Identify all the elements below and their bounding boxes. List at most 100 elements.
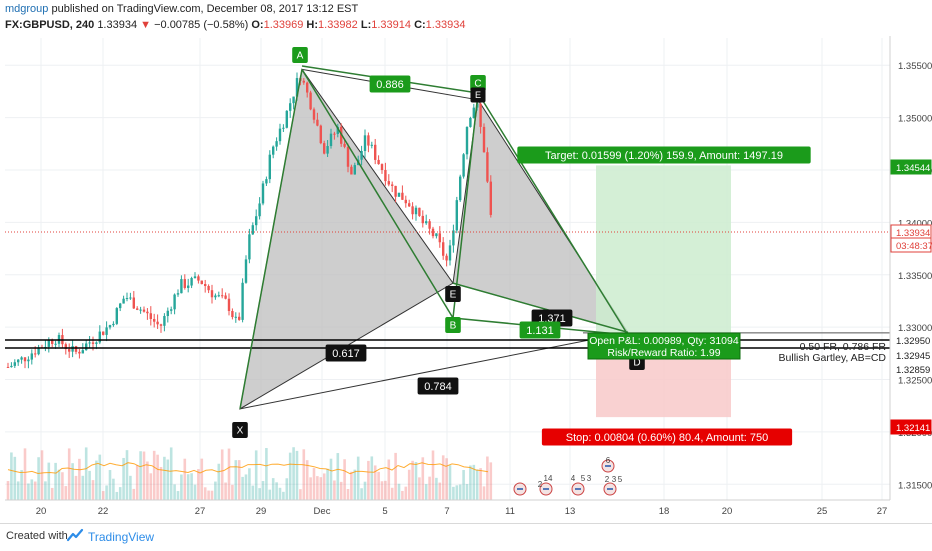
position-zones[interactable] [596, 165, 731, 418]
ratio-badge-1-131[interactable]: 1.131 [519, 321, 561, 339]
volume-bar [268, 489, 272, 500]
volume-bar [360, 488, 363, 500]
price-tag[interactable]: 1.32859 [890, 361, 932, 377]
price-tag[interactable]: 03:48:37 [890, 237, 932, 253]
candle [187, 278, 190, 293]
price-chart[interactable]: 0.8860.6170.7841.3711.131XABCDEETarget: … [0, 0, 932, 523]
target-zone[interactable] [596, 165, 731, 333]
target-label[interactable]: Target: 0.01599 (1.20%) 159.9, Amount: 1… [517, 146, 811, 164]
candle-body [34, 353, 37, 355]
price-tag[interactable]: 1.32950 [890, 332, 932, 348]
volume-bar [394, 452, 397, 500]
candle [20, 356, 23, 364]
candle [319, 124, 322, 145]
point-label-e[interactable]: E [445, 286, 461, 302]
time-tick-label: 7 [444, 506, 449, 517]
candle [112, 321, 115, 327]
candle [367, 132, 370, 153]
event-icon[interactable] [601, 459, 615, 473]
volume-bar [319, 477, 323, 500]
candle [414, 205, 418, 221]
time-tick-label: 20 [36, 506, 47, 517]
volume-bar [241, 476, 244, 500]
candle [455, 196, 458, 234]
pattern-name-label: Bullish Gartley, AB=CD [779, 352, 887, 364]
gartley-line-cd[interactable] [477, 92, 629, 336]
candle-body [129, 297, 132, 299]
candle-body [183, 279, 186, 288]
volume-bar [282, 491, 285, 500]
stop-label[interactable]: Stop: 0.00804 (0.60%) 80.4, Amount: 750 [541, 428, 793, 446]
point-label-e-bg [445, 286, 461, 302]
volume-bar [180, 474, 183, 500]
tradingview-brand[interactable]: TradingView [88, 530, 155, 544]
price-tag[interactable]: 1.32141 [890, 419, 932, 435]
author-link[interactable]: mdgroup [5, 3, 49, 15]
candle-body [295, 78, 299, 97]
volume-bar [71, 463, 74, 500]
candle [224, 292, 227, 300]
price-tag-text: 1.32950 [896, 336, 930, 347]
candle [166, 307, 169, 323]
candle [272, 145, 275, 159]
candle-body [108, 325, 112, 328]
volume-bar [118, 487, 122, 500]
ratio-badge-0-784[interactable]: 0.784 [417, 377, 459, 395]
event-icon[interactable] [603, 482, 617, 496]
candle-body [153, 318, 156, 322]
candle-body [455, 200, 458, 231]
pnl-text: Open P&L: 0.00989, Qty: 31094 [589, 335, 739, 347]
drawing-overlays[interactable]: 0.8860.6170.7841.3711.131XABCDEETarget: … [5, 47, 890, 446]
pnl-box[interactable]: Open P&L: 0.00989, Qty: 31094Risk/Reward… [587, 332, 741, 360]
candle [479, 102, 482, 134]
price-tag[interactable]: 1.33934 [890, 224, 932, 240]
last-price: 1.33934 [97, 19, 138, 31]
price-tag[interactable]: 1.34544 [890, 159, 932, 175]
candle-body [258, 203, 261, 217]
symbol-label[interactable]: FX:GBPUSD, 240 [5, 19, 95, 31]
gartley-line-bc[interactable] [452, 92, 479, 319]
candle-body [95, 342, 98, 344]
volume-bar [261, 481, 265, 500]
volume-bar [139, 451, 142, 500]
point-label-a[interactable]: A [292, 47, 308, 63]
candle-body [238, 316, 241, 320]
volume-bar [200, 458, 204, 500]
candle [183, 274, 186, 290]
price-axis[interactable]: 1.355001.350001.345001.340001.335001.330… [889, 36, 932, 500]
candle-body [282, 127, 285, 129]
gartley-line-bd-inner[interactable] [452, 282, 629, 334]
candle [197, 274, 200, 284]
volume-bar [411, 460, 414, 500]
point-label-b[interactable]: B [445, 317, 461, 333]
ratio-badge-0-617[interactable]: 0.617 [325, 344, 367, 362]
pattern-line-xd[interactable] [239, 331, 629, 410]
ratio-badge-0-886[interactable]: 0.886 [369, 75, 411, 93]
gartley-line-xa[interactable] [239, 69, 303, 409]
event-icon[interactable] [513, 482, 527, 496]
candle-body [139, 309, 142, 311]
point-label-e2[interactable]: E [470, 87, 486, 103]
gartley-line-ab[interactable] [301, 69, 454, 319]
candle-body [394, 185, 397, 197]
candle-body [431, 228, 435, 237]
volume-bar [220, 449, 224, 500]
event-icon[interactable] [539, 482, 553, 496]
volume-bar [23, 448, 27, 500]
volume-bar [404, 486, 408, 500]
price-tick-label: 1.35500 [898, 61, 932, 72]
candle [27, 356, 30, 369]
point-label-x[interactable]: X [232, 422, 248, 438]
candle-body [448, 245, 452, 261]
volume-bar [210, 490, 214, 500]
time-axis[interactable]: 20 22 27 29 Dec 5 7 11 13 18 20 25 27 [5, 499, 890, 517]
price-tick-label: 1.33000 [898, 323, 932, 334]
low-value: 1.33914 [371, 19, 411, 31]
candle-body [221, 295, 224, 297]
candle-body [248, 234, 251, 260]
volume-bar [438, 482, 442, 500]
price-tag[interactable]: 1.32945 [890, 347, 932, 363]
volume-bar [78, 458, 81, 500]
point-label-c[interactable]: C [470, 75, 486, 91]
event-icon[interactable] [571, 482, 585, 496]
